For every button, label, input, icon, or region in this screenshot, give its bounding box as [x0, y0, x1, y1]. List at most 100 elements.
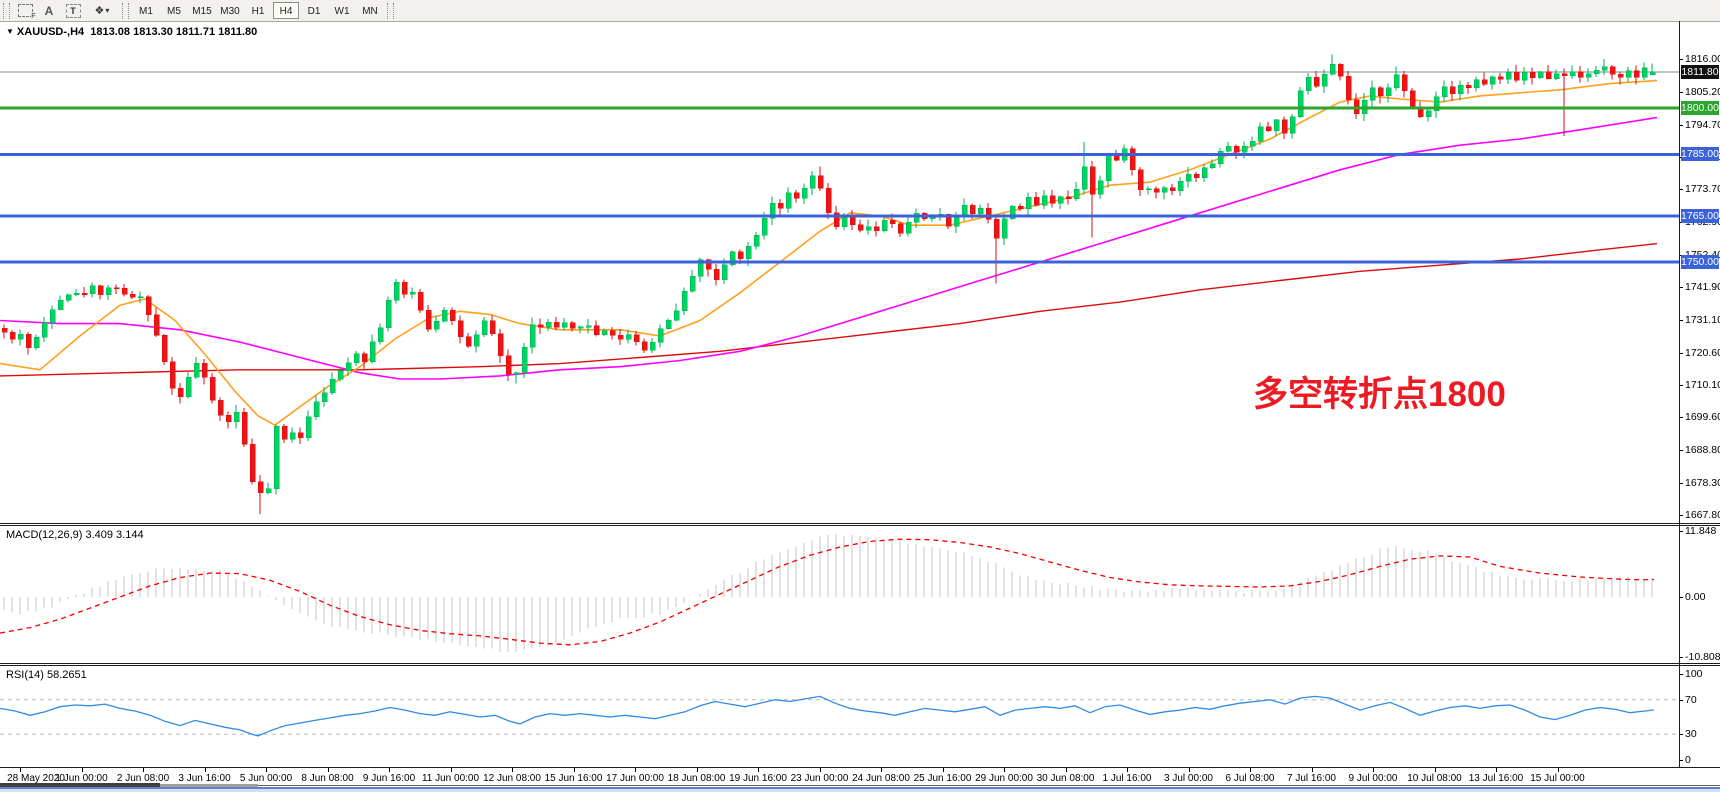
timeframe-button-H1[interactable]: H1: [251, 6, 265, 17]
ma-line-red: [0, 242, 1658, 377]
text-label-tool-button[interactable]: A: [37, 2, 61, 20]
window-bottom-border-light: [0, 789, 1720, 792]
chart-annotation-text[interactable]: 多空转折点1800: [1253, 375, 1506, 414]
time-label: 25 Jun 16:00: [913, 773, 972, 784]
macd-tick-mark: [1679, 531, 1683, 533]
rsi-pane[interactable]: [0, 666, 1679, 767]
time-label: 6 Jul 08:00: [1225, 773, 1275, 784]
time-axis-border: [0, 767, 1720, 768]
scrollbar-thumb[interactable]: [0, 783, 160, 787]
price-tick-label: 1699.60: [1685, 411, 1720, 424]
scrollbar-thumb-shadow: [160, 784, 258, 787]
timeframe-button-M30[interactable]: M30: [220, 6, 240, 17]
price-tick-label: 1667.80: [1685, 509, 1720, 521]
text-tool-button[interactable]: T: [61, 2, 85, 20]
price-tick-label: 1794.70: [1685, 118, 1720, 131]
price-tick-mark: [1679, 287, 1683, 288]
macd-tick-label: 11.848: [1685, 525, 1717, 538]
time-label: 10 Jul 08:00: [1407, 773, 1462, 784]
pane-separator[interactable]: [0, 663, 1720, 664]
time-tick-mark: [266, 768, 267, 772]
pane-separator: [0, 665, 1720, 666]
macd-label: MACD(12,26,9) 3.409 3.144: [6, 529, 144, 541]
price-tick-label: 1741.90: [1685, 281, 1720, 293]
macd-tick-mark: [1679, 657, 1683, 659]
rsi-tick-mark: [1679, 674, 1683, 675]
price-badge-1765.00: 1765.00: [1681, 208, 1719, 223]
scrollbar-track: [0, 785, 1720, 786]
timeframe-button-M1[interactable]: M1: [139, 6, 153, 17]
price-axis-border: [1679, 21, 1680, 767]
price-tick-label: 1816.00: [1685, 53, 1720, 65]
pane-separator[interactable]: [0, 523, 1720, 524]
time-label: 30 Jun 08:00: [1036, 773, 1095, 784]
price-badge-1750.00: 1750.00: [1681, 255, 1719, 270]
time-tick-mark: [143, 768, 144, 772]
frame-tool-icon: F: [17, 4, 36, 20]
time-tick-mark: [819, 768, 821, 772]
time-tick-mark: [942, 768, 944, 772]
price-tick-label: 1773.70: [1685, 183, 1720, 196]
timeframe-button-H4[interactable]: H4: [273, 2, 299, 19]
time-tick-mark: [1188, 768, 1190, 772]
time-tick-mark: [204, 768, 206, 772]
time-tick-mark: [450, 768, 452, 772]
arrows-tool-button[interactable]: ❖ ▾: [85, 2, 119, 20]
time-tick-mark: [327, 768, 329, 772]
time-tick-mark: [573, 768, 575, 772]
time-tick-mark: [881, 768, 882, 772]
price-tick-mark: [1679, 417, 1683, 419]
price-tick-mark: [1679, 515, 1683, 516]
pane-separator: [0, 525, 1720, 526]
rsi-tick-mark: [1679, 760, 1683, 761]
time-label: 12 Jun 08:00: [483, 773, 541, 784]
time-tick-mark: [1373, 768, 1374, 772]
time-tick-mark: [1250, 768, 1251, 772]
time-label: 15 Jul 00:00: [1530, 773, 1585, 784]
frame-tool-button[interactable]: F: [13, 2, 37, 20]
time-label: 11 Jun 00:00: [421, 773, 480, 784]
time-tick-mark: [1434, 768, 1436, 772]
toolbar-grip[interactable]: [3, 2, 10, 19]
timeframe-button-W1[interactable]: W1: [334, 6, 350, 17]
time-label: 15 Jun 16:00: [544, 773, 603, 784]
time-label: 7 Jul 16:00: [1287, 773, 1336, 784]
time-tick-mark: [1004, 768, 1005, 772]
time-label: 13 Jul 16:00: [1468, 773, 1524, 784]
price-tick-mark: [1679, 450, 1683, 452]
toolbar-grip[interactable]: [122, 2, 129, 19]
time-tick-mark: [758, 768, 759, 772]
macd-tick-label: -10.808: [1685, 651, 1720, 664]
rsi-tick-label: 70: [1685, 693, 1697, 706]
timeframe-button-M5[interactable]: M5: [167, 6, 181, 17]
chevron-down-icon[interactable]: ▼: [6, 27, 14, 36]
arrows-tool-icon: ❖: [94, 5, 105, 17]
toolbar-grip[interactable]: [387, 2, 394, 19]
time-label: 3 Jun 16:00: [178, 773, 231, 784]
price-tick-label: 1805.20: [1685, 86, 1720, 99]
rsi-tick-mark: [1679, 699, 1683, 701]
timeframe-group: M1 M5 M15 M30 H1 H4 D1 W1 MN: [132, 0, 384, 21]
price-badge-1800.00: 1800.00: [1681, 101, 1719, 116]
macd-pane[interactable]: [0, 526, 1679, 663]
time-tick-mark: [1127, 768, 1128, 772]
time-label: 5 Jun 00:00: [239, 773, 293, 784]
time-label: 17 Jun 00:00: [606, 773, 664, 784]
timeframe-button-MN[interactable]: MN: [362, 6, 378, 17]
time-label: 24 Jun 08:00: [852, 773, 910, 784]
price-tick-mark: [1679, 59, 1683, 60]
price-tick-label: 1720.60: [1685, 346, 1720, 359]
price-tick-mark: [1679, 482, 1683, 484]
timeframe-button-M15[interactable]: M15: [192, 6, 212, 17]
price-chart-pane[interactable]: [0, 21, 1679, 523]
rsi-label: RSI(14) 58.2651: [6, 669, 87, 681]
price-tick-label: 1678.30: [1685, 476, 1720, 489]
time-label: 1 Jun 00:00: [55, 773, 108, 784]
time-label: 8 Jun 08:00: [301, 773, 354, 784]
time-axis: 28 May 2020 1 Jun 00:00 2 Jun 08:00 3 Jun 1…: [0, 768, 1720, 792]
time-label: 18 Jun 08:00: [667, 773, 726, 784]
rsi-tick-label: 100: [1685, 668, 1703, 680]
timeframe-button-D1[interactable]: D1: [307, 6, 321, 17]
symbol-label: XAUUSD-,H4: [16, 26, 85, 38]
